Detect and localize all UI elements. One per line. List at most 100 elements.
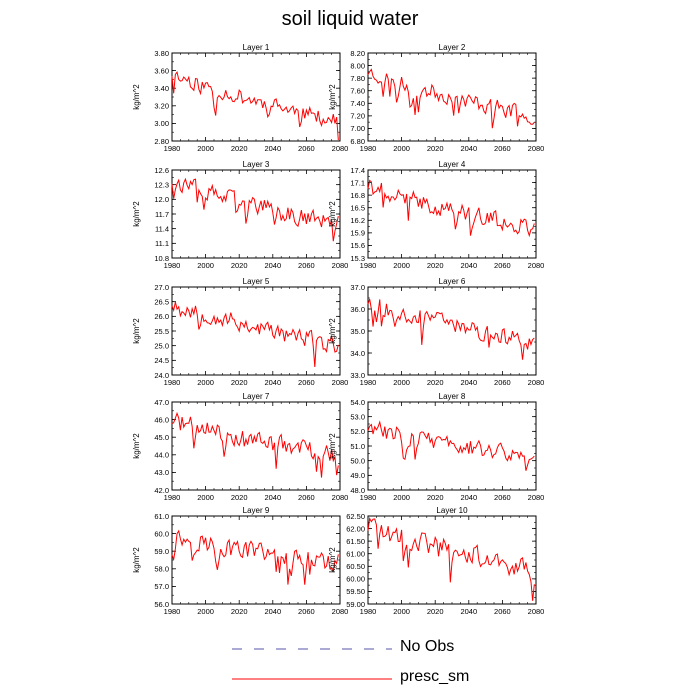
panel-title: Layer 8 <box>439 392 466 401</box>
y-tick-label: 46.0 <box>154 415 169 424</box>
x-tick-label: 2040 <box>264 144 281 153</box>
x-tick-label: 1980 <box>360 493 377 502</box>
x-tick-label: 2020 <box>427 493 444 502</box>
y-tick-label: 60.00 <box>346 575 365 584</box>
panel-title: Layer 7 <box>243 392 270 401</box>
x-tick-label: 2040 <box>460 144 477 153</box>
y-tick-label: 37.0 <box>350 283 365 292</box>
y-axis-label: kg/m^2 <box>328 201 337 227</box>
x-tick-label: 2000 <box>393 378 410 387</box>
x-tick-label: 1980 <box>164 378 181 387</box>
x-tick-label: 2060 <box>494 378 511 387</box>
y-tick-label: 17.4 <box>350 166 365 175</box>
y-tick-label: 16.2 <box>350 216 365 225</box>
y-tick-label: 24.5 <box>154 356 169 365</box>
x-tick-label: 2040 <box>264 607 281 616</box>
y-tick-label: 61.50 <box>346 537 365 546</box>
series-line-presc_sm <box>171 411 339 478</box>
chart-panel-5: Layer 5 kg/m^2 24.0 24.5 25.0 25.5 26.0 26.5 27.… <box>132 277 348 387</box>
plot-frame <box>171 169 341 259</box>
y-tick-label: 61.00 <box>346 550 365 559</box>
x-tick-label: 2080 <box>528 378 545 387</box>
y-tick-label: 60.50 <box>346 562 365 571</box>
y-axis-label: kg/m^2 <box>328 547 337 573</box>
x-tick-label: 2040 <box>264 261 281 270</box>
y-tick-label: 61.0 <box>154 512 169 521</box>
y-tick-label: 11.1 <box>155 239 169 248</box>
y-tick-label: 7.00 <box>350 124 365 133</box>
chart-panel-2: Layer 2 kg/m^2 6.80 7.00 7.20 7.40 7.60 7.80 8.0… <box>328 43 544 153</box>
y-tick-label: 60.0 <box>154 529 169 538</box>
y-tick-label: 25.5 <box>154 327 169 336</box>
y-tick-label: 54.0 <box>350 398 365 407</box>
y-tick-label: 12.3 <box>154 180 169 189</box>
x-tick-label: 2040 <box>264 378 281 387</box>
y-tick-label: 52.0 <box>350 427 365 436</box>
x-tick-label: 1980 <box>164 144 181 153</box>
y-tick-label: 56.0 <box>154 600 169 609</box>
plot-frame <box>367 169 537 259</box>
x-tick-label: 2060 <box>298 144 315 153</box>
y-tick-label: 27.0 <box>154 283 169 292</box>
x-tick-label: 2060 <box>494 261 511 270</box>
x-tick-label: 2000 <box>197 493 214 502</box>
panel-title: Layer 9 <box>243 506 270 515</box>
y-tick-label: 8.20 <box>350 49 365 58</box>
x-tick-label: 2080 <box>528 493 545 502</box>
y-axis-label: kg/m^2 <box>328 84 337 110</box>
panel-title: Layer 1 <box>243 43 270 52</box>
y-tick-label: 36.0 <box>350 305 365 314</box>
x-tick-label: 2000 <box>197 261 214 270</box>
panel-title: Layer 2 <box>439 43 466 52</box>
series-line-presc_sm <box>367 68 535 129</box>
y-tick-label: 33.0 <box>350 371 365 380</box>
y-axis-label: kg/m^2 <box>132 201 141 227</box>
x-tick-label: 2080 <box>332 378 349 387</box>
plot-frame <box>367 52 537 142</box>
y-tick-label: 7.60 <box>350 87 365 96</box>
y-tick-label: 15.3 <box>350 254 365 263</box>
y-tick-label: 59.0 <box>154 547 169 556</box>
series-line-presc_sm <box>367 420 535 471</box>
y-tick-label: 48.0 <box>350 486 365 495</box>
panel-title: Layer 6 <box>439 277 466 286</box>
x-tick-label: 1980 <box>360 607 377 616</box>
y-tick-label: 26.0 <box>154 312 169 321</box>
x-tick-label: 2060 <box>494 144 511 153</box>
x-tick-label: 2060 <box>298 607 315 616</box>
x-tick-label: 2020 <box>231 144 248 153</box>
y-tick-label: 49.0 <box>350 471 365 480</box>
legend-label: presc_sm <box>400 668 470 685</box>
y-tick-label: 11.4 <box>155 224 169 233</box>
x-tick-label: 2020 <box>231 261 248 270</box>
panel-title: Layer 10 <box>436 506 468 515</box>
x-tick-label: 2060 <box>298 493 315 502</box>
legend-entry-no-obs: No Obs <box>230 638 530 660</box>
x-tick-label: 1980 <box>360 144 377 153</box>
chart-panel-7: Layer 7 kg/m^2 42.0 43.0 44.0 45.0 46.0 47.0 198… <box>132 392 348 502</box>
x-tick-label: 2000 <box>393 144 410 153</box>
chart-panel-4: Layer 4 kg/m^2 15.3 15.6 15.9 16.2 16.5 16.8 17.… <box>328 160 544 270</box>
x-tick-label: 2080 <box>332 607 349 616</box>
x-tick-label: 2020 <box>231 378 248 387</box>
y-tick-label: 3.40 <box>154 84 169 93</box>
y-tick-label: 25.0 <box>154 341 169 350</box>
x-tick-label: 2020 <box>231 493 248 502</box>
y-axis-label: kg/m^2 <box>132 84 141 110</box>
y-tick-label: 51.0 <box>350 442 365 451</box>
x-tick-label: 1980 <box>360 261 377 270</box>
y-tick-label: 57.0 <box>154 582 169 591</box>
y-tick-label: 59.00 <box>346 600 365 609</box>
x-tick-label: 2060 <box>298 261 315 270</box>
x-tick-label: 2080 <box>332 144 349 153</box>
x-tick-label: 2060 <box>298 378 315 387</box>
y-tick-label: 44.0 <box>154 451 169 460</box>
chart-panel-10: Layer 10 kg/m^2 59.00 59.50 60.00 60.50 61.00 6… <box>328 506 544 616</box>
y-tick-label: 58.0 <box>154 565 169 574</box>
x-tick-label: 2080 <box>332 261 349 270</box>
x-tick-label: 2080 <box>528 261 545 270</box>
y-axis-label: kg/m^2 <box>132 318 141 344</box>
x-tick-label: 2040 <box>460 493 477 502</box>
y-tick-label: 42.0 <box>154 486 169 495</box>
series-line-presc_sm <box>171 177 339 242</box>
